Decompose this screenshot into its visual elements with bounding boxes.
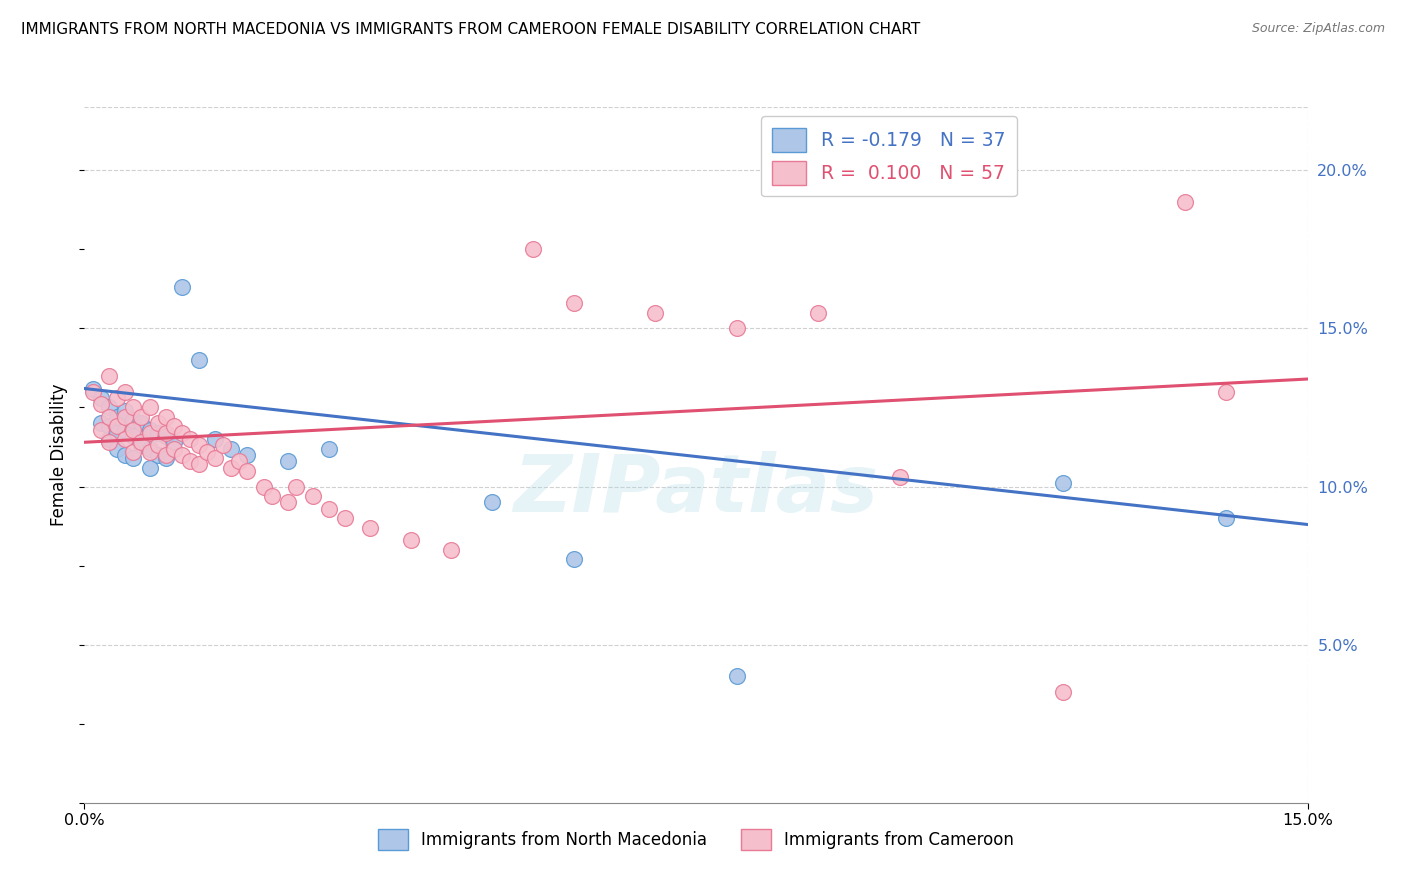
Point (146, 425, 169, 440)
Point (1215, 511, 1237, 525)
Text: Source: ZipAtlas.com: Source: ZipAtlas.com (1251, 22, 1385, 36)
Point (163, 435, 186, 450)
Point (277, 454, 299, 468)
Point (163, 419, 186, 434)
Point (138, 423, 160, 437)
Point (146, 448, 169, 462)
Point (522, 243, 544, 257)
Point (644, 305, 666, 319)
Point (172, 448, 194, 462)
Point (335, 511, 357, 525)
Point (187, 458, 209, 472)
Point (122, 444, 145, 458)
Point (562, 296, 585, 310)
Point (97, 419, 120, 434)
Point (359, 521, 381, 535)
Point (155, 429, 177, 443)
Point (155, 451, 177, 466)
Point (138, 442, 160, 456)
Point (97, 409, 120, 424)
Point (122, 429, 145, 443)
Point (155, 409, 177, 424)
Point (90, 423, 112, 437)
Point (82, 384, 104, 399)
Point (318, 442, 340, 456)
Point (1174, 194, 1197, 209)
Point (114, 432, 136, 446)
Point (481, 495, 503, 509)
Point (138, 401, 160, 415)
Point (114, 403, 136, 417)
Point (163, 442, 186, 456)
Point (97, 435, 120, 450)
Point (155, 425, 177, 440)
Point (562, 552, 585, 566)
Point (114, 448, 136, 462)
Point (131, 435, 153, 450)
Point (725, 321, 748, 335)
Point (399, 533, 422, 548)
Point (204, 432, 226, 446)
Point (97, 401, 120, 415)
Text: IMMIGRANTS FROM NORTH MACEDONIA VS IMMIGRANTS FROM CAMEROON FEMALE DISABILITY CO: IMMIGRANTS FROM NORTH MACEDONIA VS IMMIG… (21, 22, 921, 37)
Point (138, 444, 160, 458)
Point (725, 669, 748, 683)
Point (105, 391, 128, 405)
Point (105, 425, 128, 440)
Point (90, 391, 112, 405)
Text: ZIPatlas: ZIPatlas (513, 450, 879, 529)
Point (114, 423, 136, 437)
Point (187, 353, 209, 368)
Point (253, 479, 276, 493)
Point (187, 438, 209, 452)
Point (219, 442, 242, 456)
Point (122, 413, 145, 427)
Point (90, 397, 112, 411)
Point (277, 495, 299, 509)
Point (219, 460, 242, 475)
Point (138, 460, 160, 475)
Point (97, 432, 120, 446)
Point (172, 280, 194, 294)
Point (114, 409, 136, 424)
Point (97, 368, 120, 383)
Point (105, 419, 128, 434)
Point (807, 305, 830, 319)
Point (105, 409, 128, 424)
Point (179, 454, 201, 468)
Point (155, 448, 177, 462)
Point (122, 423, 145, 437)
Point (260, 489, 283, 503)
Point (440, 542, 463, 557)
Point (301, 489, 323, 503)
Y-axis label: Female Disability: Female Disability (51, 384, 69, 526)
Point (82, 382, 104, 396)
Point (1052, 476, 1074, 491)
Point (122, 401, 145, 415)
Point (131, 409, 153, 424)
Point (285, 479, 308, 493)
Point (889, 470, 911, 484)
Point (146, 417, 169, 431)
Point (172, 425, 194, 440)
Point (236, 448, 259, 462)
Point (212, 438, 235, 452)
Point (228, 454, 250, 468)
Point (90, 417, 112, 431)
Point (114, 384, 136, 399)
Point (1215, 384, 1237, 399)
Point (195, 444, 218, 458)
Point (318, 501, 340, 516)
Point (122, 451, 145, 466)
Point (146, 438, 169, 452)
Legend: Immigrants from North Macedonia, Immigrants from Cameroon: Immigrants from North Macedonia, Immigra… (371, 822, 1021, 857)
Point (131, 438, 153, 452)
Point (138, 425, 160, 440)
Point (105, 442, 128, 456)
Point (179, 432, 201, 446)
Point (236, 464, 259, 478)
Point (204, 451, 226, 466)
Point (131, 417, 153, 431)
Point (1052, 685, 1074, 699)
